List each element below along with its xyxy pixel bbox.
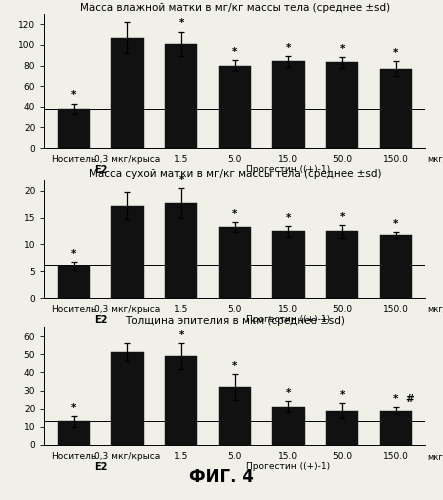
Text: Носитель: Носитель — [51, 452, 97, 461]
Text: *: * — [179, 330, 184, 340]
Bar — [58, 109, 90, 148]
Bar — [380, 68, 412, 148]
Text: 50.0: 50.0 — [332, 155, 352, 164]
Text: *: * — [393, 394, 398, 404]
Title: Масса сухой матки в мг/кг массы тела (среднее ±sd): Масса сухой матки в мг/кг массы тела (ср… — [89, 168, 381, 178]
Text: 1.5: 1.5 — [174, 305, 188, 314]
Bar — [165, 44, 197, 148]
Text: мкг/кг: мкг/кг — [427, 155, 443, 164]
Text: мкг/кг: мкг/кг — [427, 305, 443, 314]
Text: *: * — [339, 44, 345, 54]
Text: *: * — [393, 48, 398, 58]
Bar — [165, 356, 197, 445]
Text: 0,3 мкг/крыса: 0,3 мкг/крыса — [94, 305, 161, 314]
Text: *: * — [339, 390, 345, 400]
Text: 50.0: 50.0 — [332, 452, 352, 461]
Text: *: * — [393, 219, 398, 229]
Title: Масса влажной матки в мг/кг массы тела (среднее ±sd): Масса влажной матки в мг/кг массы тела (… — [80, 2, 390, 12]
Text: Прогестин ((+)-1): Прогестин ((+)-1) — [246, 462, 330, 471]
Text: 150.0: 150.0 — [383, 305, 409, 314]
Bar — [380, 235, 412, 298]
Bar — [111, 352, 144, 445]
Bar — [219, 66, 251, 148]
Bar — [326, 62, 358, 148]
Bar — [326, 232, 358, 298]
Text: 5.0: 5.0 — [228, 155, 242, 164]
Text: 15.0: 15.0 — [278, 155, 299, 164]
Text: 0,3 мкг/крыса: 0,3 мкг/крыса — [94, 452, 161, 461]
Bar — [326, 410, 358, 445]
Bar — [165, 203, 197, 298]
Text: 50.0: 50.0 — [332, 305, 352, 314]
Text: E2: E2 — [94, 315, 107, 325]
Bar — [380, 410, 412, 445]
Bar — [219, 387, 251, 445]
Text: *: * — [71, 248, 77, 258]
Bar — [219, 227, 251, 298]
Text: 15.0: 15.0 — [278, 305, 299, 314]
Bar — [272, 62, 304, 148]
Text: Носитель: Носитель — [51, 305, 97, 314]
Text: 1.5: 1.5 — [174, 155, 188, 164]
Text: *: * — [71, 90, 77, 101]
Text: Прогестин ((+)-1): Прогестин ((+)-1) — [246, 315, 330, 324]
Bar — [272, 407, 304, 445]
Text: *: * — [232, 47, 237, 57]
Text: *: * — [232, 210, 237, 220]
Text: Прогестин ((+)-1): Прогестин ((+)-1) — [246, 165, 330, 174]
Bar — [58, 422, 90, 445]
Text: *: * — [286, 213, 291, 223]
Text: *: * — [286, 43, 291, 53]
Bar — [58, 266, 90, 298]
Text: 150.0: 150.0 — [383, 452, 409, 461]
Bar — [111, 38, 144, 148]
Text: 0,3 мкг/крыса: 0,3 мкг/крыса — [94, 155, 161, 164]
Text: *: * — [179, 18, 184, 28]
Bar — [272, 232, 304, 298]
Text: 150.0: 150.0 — [383, 155, 409, 164]
Text: #: # — [405, 394, 414, 404]
Bar — [111, 206, 144, 298]
Text: *: * — [339, 212, 345, 222]
Text: 15.0: 15.0 — [278, 452, 299, 461]
Text: E2: E2 — [94, 462, 107, 472]
Text: *: * — [179, 175, 184, 185]
Text: Носитель: Носитель — [51, 155, 97, 164]
Text: *: * — [71, 403, 77, 413]
Title: Толщина эпителия в мкм (среднее ±sd): Толщина эпителия в мкм (среднее ±sd) — [125, 316, 345, 326]
Text: 5.0: 5.0 — [228, 305, 242, 314]
Text: ФИГ. 4: ФИГ. 4 — [189, 468, 254, 486]
Text: 1.5: 1.5 — [174, 452, 188, 461]
Text: *: * — [232, 361, 237, 371]
Text: мкг/кг: мкг/кг — [427, 452, 443, 461]
Text: 5.0: 5.0 — [228, 452, 242, 461]
Text: *: * — [286, 388, 291, 398]
Text: E2: E2 — [94, 165, 107, 175]
